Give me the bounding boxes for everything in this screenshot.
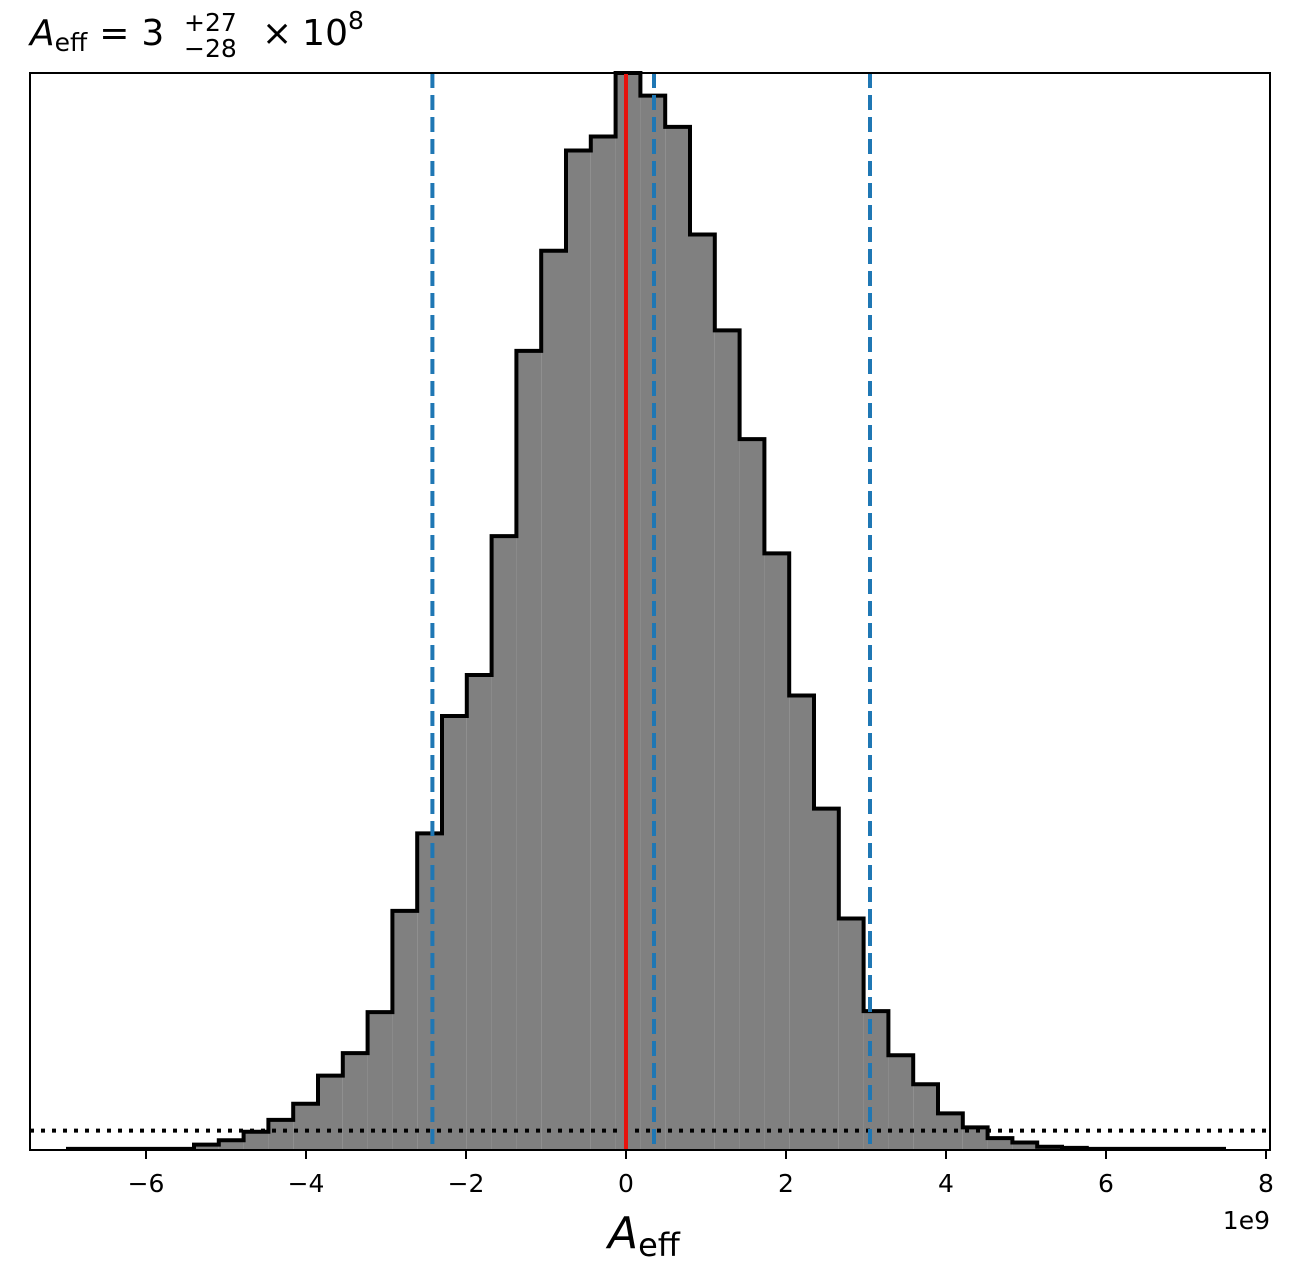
title-times: × — [262, 13, 292, 54]
histogram-bar — [293, 1103, 318, 1150]
histogram-bar — [814, 808, 839, 1150]
x-tick-label: −4 — [288, 1169, 325, 1198]
histogram-outline — [66, 71, 1226, 1151]
title-upper-error: +27 — [184, 8, 237, 37]
histogram-bar — [367, 1012, 393, 1150]
histogram-bar — [218, 1140, 244, 1150]
chart-title: Aeff = 3 — [28, 13, 164, 57]
x-tick-label: −6 — [128, 1169, 165, 1198]
histogram-bar — [566, 150, 591, 1150]
title-mantissa: 3 — [141, 13, 164, 54]
x-tick-label: 4 — [938, 1169, 954, 1198]
histogram-bar — [268, 1119, 294, 1150]
histogram-bar — [739, 439, 765, 1150]
histogram-bar — [243, 1131, 269, 1150]
histogram-bar — [913, 1084, 938, 1150]
x-tick-label: 6 — [1098, 1169, 1114, 1198]
xlabel-symbol: A — [605, 1208, 638, 1259]
histogram-bar — [466, 675, 492, 1150]
histogram-bar — [194, 1144, 219, 1150]
title-equals: = — [99, 13, 129, 54]
x-axis-ticks: −6 −4 −2 0 2 4 6 8 — [128, 1150, 1274, 1198]
histogram-bar — [764, 553, 790, 1150]
histogram-bar — [516, 350, 542, 1151]
x-offset-label: 1e9 — [1223, 1206, 1270, 1235]
histogram-bar — [987, 1138, 1013, 1150]
title-subscript: eff — [55, 28, 88, 57]
histogram-bar — [888, 1055, 914, 1150]
histogram-bar — [392, 910, 418, 1150]
title-magnitude: × 108 — [262, 6, 364, 54]
title-lower-error: −28 — [184, 34, 237, 63]
x-tick-label: 0 — [618, 1169, 634, 1198]
title-symbol: A — [28, 13, 55, 54]
x-tick-label: 8 — [1258, 1169, 1274, 1198]
histogram-bar — [838, 918, 864, 1150]
histogram-bar — [417, 833, 442, 1150]
histogram-bar — [714, 330, 740, 1150]
histogram-bar — [863, 1011, 889, 1150]
histogram-bar — [665, 126, 690, 1151]
x-tick-label: −2 — [448, 1169, 485, 1198]
histogram-bars — [66, 71, 1226, 1151]
x-tick-label: 2 — [778, 1169, 794, 1198]
histogram-bar — [938, 1113, 963, 1150]
histogram-bar — [318, 1075, 343, 1150]
xlabel-subscript: eff — [638, 1226, 681, 1264]
title-base: 10 — [302, 13, 348, 54]
histogram-bar — [342, 1053, 368, 1150]
histogram-bar — [491, 536, 517, 1150]
histogram-bar — [541, 250, 566, 1150]
x-axis-label: Aeff — [605, 1208, 681, 1264]
histogram-bar — [590, 136, 616, 1151]
title-exponent: 8 — [348, 6, 364, 35]
histogram-bar — [442, 715, 467, 1150]
reference-lines — [30, 73, 1270, 1150]
histogram-bar — [962, 1127, 988, 1150]
histogram-bar — [789, 695, 814, 1150]
histogram-bar — [690, 234, 715, 1151]
plot-frame — [29, 72, 1271, 1151]
histogram-bar — [1012, 1142, 1038, 1150]
